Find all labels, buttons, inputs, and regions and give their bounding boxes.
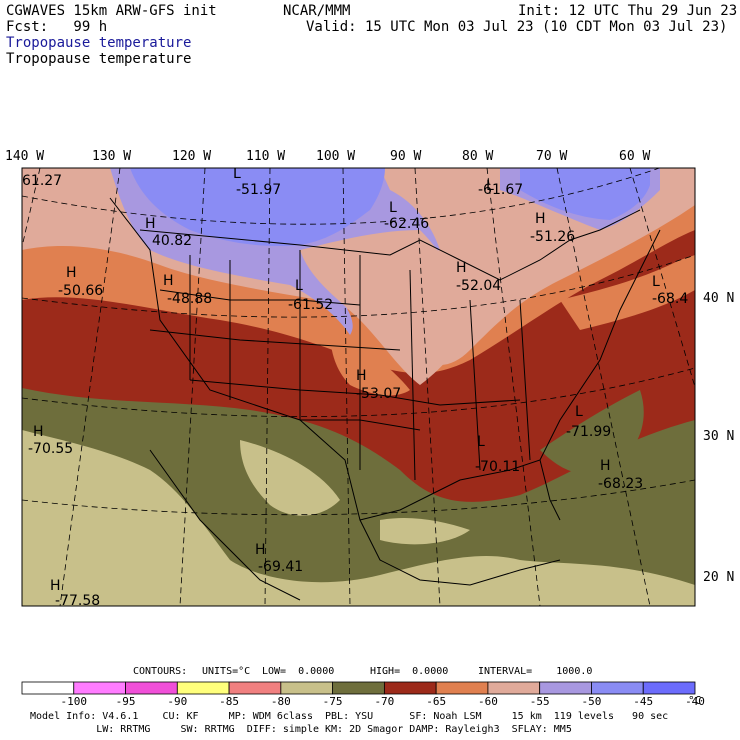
units-label: UNITS=°C <box>202 666 251 677</box>
high-marker-n51-26: H <box>535 211 546 227</box>
colorbar-swatch <box>487 681 541 695</box>
model-info-line2: LW: RRTMG SW: RRTMG DIFF: simple KM: 2D … <box>30 724 572 735</box>
colorbar-swatch <box>280 681 334 695</box>
lon-label-60w: 60 W <box>619 149 651 164</box>
colorbar-tick-label: -40 <box>685 695 705 708</box>
lat-label-30n: 30 N <box>703 429 735 444</box>
high-marker-40-82: H <box>145 216 156 232</box>
colorbar-tick-label: -45 <box>633 695 653 708</box>
high-value-n69-41: -69.41 <box>258 559 303 575</box>
colorbar-tick-label: -65 <box>426 695 446 708</box>
high-value-n52-04: -52.04 <box>456 278 501 294</box>
high-value-label: HIGH= 0.0000 <box>370 666 449 677</box>
high-marker-n53-07: H <box>356 368 367 384</box>
high-value-40-82: 40.82 <box>152 233 192 249</box>
lon-label-110w: 110 W <box>246 149 286 164</box>
low-marker-n62-46: L <box>389 200 397 216</box>
colorbar-tick-label: -55 <box>530 695 550 708</box>
lon-label-90w: 90 W <box>390 149 422 164</box>
colorbar-swatch <box>539 681 592 695</box>
org-label: NCAR/MMM <box>283 3 351 19</box>
high-value-n70-55: -70.55 <box>28 441 73 457</box>
high-marker-n50-66: H <box>66 265 77 281</box>
low-marker-n70-11: L <box>477 434 485 450</box>
interval-label: INTERVAL= 1000.0 <box>478 666 593 677</box>
political-boundaries <box>109 197 661 601</box>
valid-time: Valid: 15 UTC Mon 03 Jul 23 (10 CDT Mon … <box>306 19 728 35</box>
colorbar-swatch <box>21 681 75 695</box>
high-marker-n68-23: H <box>600 458 611 474</box>
colorbar-swatch <box>73 681 126 695</box>
field-title-primary: Tropopause temperature <box>6 35 192 51</box>
lon-label-80w: 80 W <box>462 149 494 164</box>
low-value-n61-67: -61.67 <box>478 182 523 198</box>
colorbar-swatch <box>332 681 385 695</box>
low-value-n68-4: -68.4 <box>652 291 688 307</box>
lon-label-70w: 70 W <box>536 149 568 164</box>
colorbar-swatch <box>383 681 437 695</box>
low-marker-n68-4: L <box>652 274 660 290</box>
high-value-n77-58: -77.58 <box>55 593 100 609</box>
colorbar-tick-label: -70 <box>374 695 394 708</box>
lon-label-140w: 140 W <box>5 149 45 164</box>
colorbar-swatch <box>591 681 644 695</box>
colorbar-tick-label: -60 <box>478 695 498 708</box>
lat-label-40n: 40 N <box>703 291 735 306</box>
map-frame <box>21 167 696 607</box>
high-marker-n70-55: H <box>33 424 44 440</box>
init-time: Init: 12 UTC Thu 29 Jun 23 <box>518 3 738 19</box>
colorbar-tick-label: -80 <box>271 695 291 708</box>
contours-label: CONTOURS: <box>133 666 188 677</box>
field-title-secondary: Tropopause temperature <box>6 51 192 67</box>
high-marker-n52-04: H <box>456 260 467 276</box>
colorbar-tick-label: -95 <box>116 695 136 708</box>
low-label-n61-27: 61.27 <box>22 173 62 189</box>
colorbar-swatch <box>435 681 489 695</box>
forecast-hour: Fcst: 99 h <box>6 19 108 35</box>
low-value-label: LOW= 0.0000 <box>262 666 335 677</box>
high-marker-n77-58: H <box>50 578 61 594</box>
colorbar-unit: °C <box>688 694 702 707</box>
high-marker-n69-41: H <box>255 542 266 558</box>
low-marker-n61-52: L <box>295 278 303 294</box>
low-marker-n51-97: L <box>233 166 241 182</box>
high-marker-n48-88: H <box>163 273 174 289</box>
high-value-n48-88: -48.88 <box>167 291 212 307</box>
colorbar-swatch <box>176 681 230 695</box>
lat-lon-grid <box>22 168 695 606</box>
low-value-n70-11: -70.11 <box>475 459 520 475</box>
colorbar-swatch <box>228 681 282 695</box>
colorbar-tick-label: -90 <box>167 695 187 708</box>
low-value-n61-52: -61.52 <box>288 297 333 313</box>
high-value-n51-26: -51.26 <box>530 229 575 245</box>
colorbar-tick-label: -100 <box>61 695 88 708</box>
model-title: CGWAVES 15km ARW-GFS init <box>6 3 217 19</box>
colorbar-tick-label: -50 <box>582 695 602 708</box>
low-marker-n71-99: L <box>575 404 583 420</box>
low-value-n71-99: -71.99 <box>566 424 611 440</box>
colorbar-tick-label: -75 <box>323 695 343 708</box>
high-value-n68-23: -68.23 <box>598 476 643 492</box>
colorbar: -100 -95 -90 -85 -80 -75 -70 -65 -60 -55 -50 -45 -40 <box>21 681 705 708</box>
colorbar-swatch <box>125 681 178 695</box>
lon-label-120w: 120 W <box>172 149 212 164</box>
high-value-n50-66: -50.66 <box>58 283 103 299</box>
low-value-n62-46: -62.46 <box>384 216 429 232</box>
high-value-n53-07: -53.07 <box>356 386 401 402</box>
model-info-line1: Model Info: V4.6.1 CU: KF MP: WDM 6class… <box>30 711 669 722</box>
lat-label-20n: 20 N <box>703 570 735 585</box>
low-value-n51-97: -51.97 <box>236 182 281 198</box>
colorbar-tick-label: -85 <box>219 695 239 708</box>
lon-label-130w: 130 W <box>92 149 132 164</box>
low-marker-n61-67: L <box>486 178 494 194</box>
colorbar-swatch <box>642 681 696 695</box>
lon-label-100w: 100 W <box>316 149 356 164</box>
